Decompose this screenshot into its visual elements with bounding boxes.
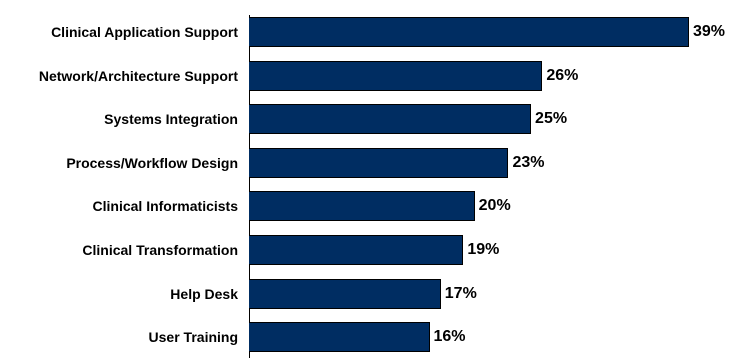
category-label: Clinical Application Support — [51, 24, 238, 40]
category-label: Clinical Transformation — [82, 242, 238, 258]
category-label: Process/Workflow Design — [66, 154, 238, 171]
bar — [249, 235, 464, 265]
bar — [249, 147, 509, 178]
bar — [249, 104, 532, 135]
value-label: 26% — [546, 66, 579, 84]
value-label: 16% — [433, 328, 466, 346]
category-label: Clinical Informaticists — [92, 198, 238, 215]
category-label: User Training — [148, 329, 238, 346]
value-label: 25% — [535, 110, 568, 128]
value-label: 17% — [444, 284, 477, 302]
value-label: 39% — [693, 23, 726, 40]
bar — [249, 322, 430, 353]
y-axis-line — [249, 15, 250, 358]
value-label: 20% — [478, 197, 511, 215]
bar — [249, 60, 543, 91]
category-label: Systems Integration — [104, 111, 238, 128]
category-label: Help Desk — [170, 285, 238, 302]
bar — [249, 17, 689, 47]
bar — [249, 278, 441, 309]
bar — [249, 191, 475, 222]
value-label: 23% — [512, 153, 545, 171]
value-label: 19% — [467, 241, 500, 258]
category-label: Network/Architecture Support — [38, 67, 238, 84]
